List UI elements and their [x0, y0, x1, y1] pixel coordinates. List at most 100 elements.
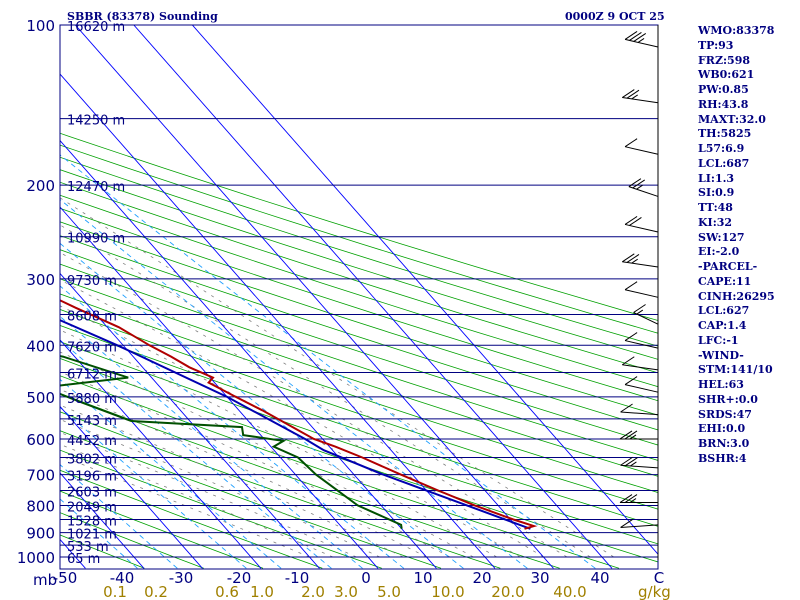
height-label: 14250 m [67, 114, 125, 129]
mixing-ratio-label: 0.6 [215, 583, 239, 600]
wind-barb-shaft [620, 464, 659, 469]
wind-barb-feather [629, 217, 642, 226]
wind-barb-shaft [624, 384, 659, 393]
wind-barb-half-feather [629, 498, 637, 503]
mixing-ratio-label: 1.0 [250, 583, 274, 600]
height-label: 4452 m [67, 434, 117, 449]
wind-barb-shaft [624, 289, 659, 298]
moist-adiabat [60, 419, 380, 558]
stat-line: CAPE:11 [698, 274, 752, 288]
stat-line: HEL:63 [698, 378, 744, 391]
stat-line: LCL:687 [698, 156, 750, 170]
height-label: 7620 m [67, 340, 117, 355]
wind-barb-feather [624, 332, 638, 341]
stat-line: FRZ:598 [698, 53, 751, 67]
dry-adiabat [60, 393, 560, 569]
dry-adiabat [60, 207, 658, 402]
wind-barb-shaft [624, 223, 659, 233]
wind-barb-shaft [620, 411, 659, 416]
pressure-label: 700 [26, 467, 55, 485]
wind-barb-feather [620, 519, 633, 528]
temperature-tick-label: -10 [285, 569, 310, 587]
wind-barb-shaft [624, 340, 659, 349]
wind-barb [619, 430, 658, 440]
mixing-ratio-label: 20.0 [491, 583, 524, 600]
pressure-label: 800 [26, 497, 55, 515]
dry-adiabat [60, 293, 658, 493]
mixing-ratio-label: 5.0 [377, 583, 401, 600]
mixing-ratio-unit: g/kg [638, 583, 671, 600]
chart-title: SBBR (83378) Sounding [67, 10, 218, 23]
wind-barb-feather [619, 430, 633, 440]
wind-barb [622, 89, 659, 104]
stat-line: EHI:0.0 [698, 422, 746, 436]
height-label: 2603 m [67, 486, 117, 501]
stat-line: CINH:26295 [698, 289, 775, 303]
wind-barb-feather [625, 457, 638, 467]
wind-barb-feather [624, 430, 638, 440]
wind-barb-feather [620, 456, 633, 466]
pressure-label: 500 [26, 389, 55, 407]
wind-barb-feather [633, 304, 646, 313]
wind-barb [619, 494, 658, 504]
height-label: 3802 m [67, 452, 117, 467]
isotherm [60, 339, 262, 569]
isotherm [74, 25, 554, 569]
wind-barb [620, 519, 659, 528]
mixing-ratio-label: 40.0 [553, 583, 586, 600]
moist-adiabat [60, 279, 544, 558]
stat-line: TT:48 [698, 201, 733, 214]
wind-barb-feather [629, 32, 642, 41]
dry-adiabat [60, 430, 442, 569]
wind-barb-shaft [622, 364, 659, 371]
dry-adiabat [60, 449, 382, 569]
dry-adiabat [60, 411, 501, 569]
moist-adiabat [60, 443, 334, 558]
dry-adiabat [60, 221, 658, 416]
wind-barb-half-feather [631, 94, 638, 100]
height-label: 6712 m [67, 368, 117, 383]
stat-line: BSHR:4 [698, 451, 747, 465]
wind-barb-feather [624, 31, 638, 40]
dry-adiabat [60, 490, 264, 569]
stats-panel: WMO:83378 TP:93 FRZ:598 WB0:621 PW:0.85 RH:43… [698, 24, 798, 467]
isotherm [60, 73, 496, 569]
wind-barb-shaft [622, 97, 659, 104]
dry-adiabat [60, 278, 658, 477]
pressure-label: 1000 [17, 549, 55, 567]
moist-adiabat [60, 305, 521, 558]
moist-adiabat [60, 431, 357, 558]
stat-line: LCL:627 [698, 304, 750, 318]
height-label: 16620 m [67, 20, 125, 35]
temperature-trace [60, 299, 538, 530]
stat-line: CAP:1.4 [698, 319, 747, 332]
moist-adiabat [60, 224, 591, 558]
dry-adiabat [60, 375, 620, 569]
stat-line: WB0:621 [698, 68, 755, 82]
dry-adiabat [60, 169, 658, 360]
stat-line: SW:127 [698, 230, 745, 244]
pressure-label: 400 [26, 337, 55, 355]
wind-barb [624, 376, 659, 393]
stat-line: MAXT:32.0 [698, 112, 766, 126]
dry-adiabat [60, 263, 658, 461]
dry-adiabat [60, 469, 323, 569]
moist-adiabat [60, 388, 427, 558]
mixing-ratio-label: 0.1 [103, 583, 127, 600]
mixing-ratio-label: 10.0 [431, 583, 464, 600]
temperature-tick-label: -20 [227, 569, 252, 587]
wind-barb-half-feather [636, 309, 644, 315]
stat-line: EI:-2.0 [698, 245, 740, 259]
wind-barb-shaft [624, 38, 659, 48]
height-label: 65 m [67, 552, 100, 567]
wind-barb-shaft [633, 312, 659, 325]
dry-adiabat [60, 358, 658, 563]
height-label: 5880 m [67, 392, 117, 407]
height-label: 12470 m [67, 180, 125, 195]
mixing-ratio-label: 2.0 [301, 583, 325, 600]
wind-barb-feather [628, 178, 642, 188]
stat-line: -PARCEL- [698, 260, 758, 273]
plot-frame [59, 24, 659, 570]
mixing-ratio-label: 3.0 [334, 583, 358, 600]
moist-adiabat [60, 252, 568, 558]
